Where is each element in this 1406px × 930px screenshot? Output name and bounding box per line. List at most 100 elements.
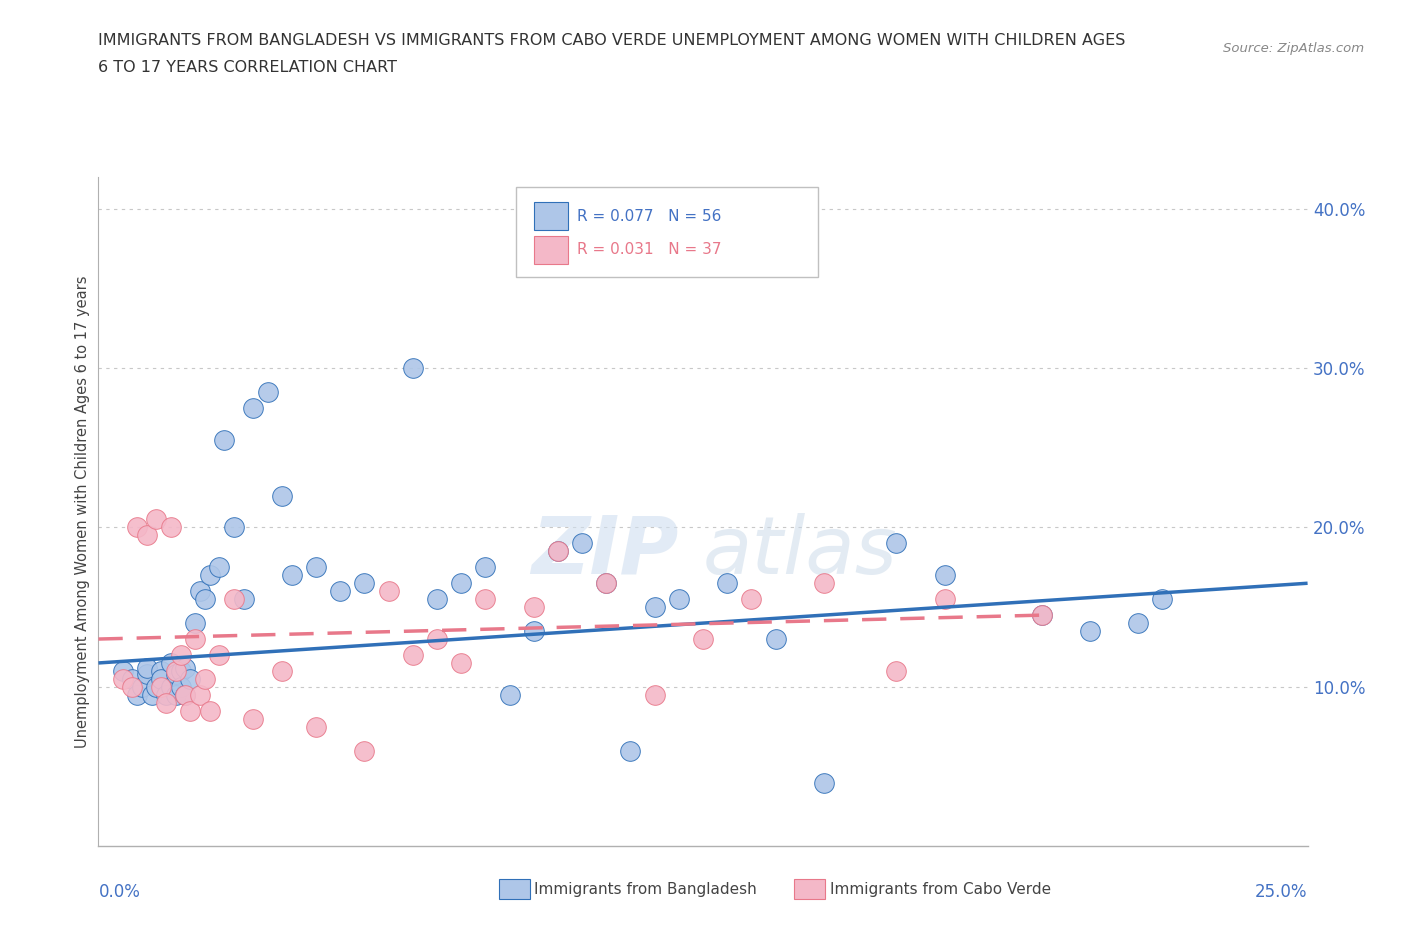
Point [145, 680, 167, 695]
Point [194, 671, 217, 686]
Point [934, 568, 956, 583]
Point [179, 703, 201, 718]
Point [141, 687, 163, 702]
Point [353, 743, 375, 758]
Point [198, 568, 221, 583]
Point [174, 687, 197, 702]
Point [155, 687, 177, 702]
Point [523, 600, 546, 615]
Text: atlas: atlas [703, 512, 898, 591]
Text: Immigrants from Cabo Verde: Immigrants from Cabo Verde [830, 882, 1050, 897]
Point [595, 576, 617, 591]
Point [305, 560, 328, 575]
Point [271, 488, 294, 503]
Point [547, 544, 569, 559]
Y-axis label: Unemployment Among Women with Children Ages 6 to 17 years: Unemployment Among Women with Children A… [75, 275, 90, 748]
Point [165, 667, 187, 682]
Point [222, 520, 245, 535]
Point [377, 584, 399, 599]
Point [135, 528, 157, 543]
Point [450, 656, 472, 671]
Point [179, 671, 201, 686]
Point [1152, 591, 1174, 606]
Point [135, 667, 157, 682]
Point [155, 696, 177, 711]
Text: IMMIGRANTS FROM BANGLADESH VS IMMIGRANTS FROM CABO VERDE UNEMPLOYMENT AMONG WOME: IMMIGRANTS FROM BANGLADESH VS IMMIGRANTS… [98, 33, 1126, 47]
Point [668, 591, 690, 606]
Point [160, 656, 183, 671]
Point [131, 680, 153, 695]
Point [222, 591, 245, 606]
Point [426, 631, 449, 646]
Point [692, 631, 714, 646]
Point [740, 591, 762, 606]
Point [160, 680, 183, 695]
Point [813, 775, 835, 790]
Point [271, 663, 294, 678]
Point [184, 631, 207, 646]
Point [165, 663, 187, 678]
Bar [534, 235, 568, 264]
Point [121, 671, 143, 686]
Point [281, 568, 304, 583]
Point [135, 660, 157, 675]
Text: 25.0%: 25.0% [1256, 884, 1308, 901]
Point [813, 576, 835, 591]
Point [886, 663, 908, 678]
Point [1031, 607, 1053, 622]
Point [127, 520, 149, 535]
Point [208, 560, 231, 575]
Point [1031, 607, 1053, 622]
Point [174, 687, 197, 702]
Point [644, 687, 666, 702]
Point [160, 520, 183, 535]
Point [169, 663, 191, 678]
Point [523, 624, 546, 639]
Point [127, 687, 149, 702]
Point [184, 616, 207, 631]
Point [886, 536, 908, 551]
Text: 0.0%: 0.0% [98, 884, 141, 901]
Point [198, 703, 221, 718]
Point [1078, 624, 1101, 639]
Text: R = 0.077   N = 56: R = 0.077 N = 56 [578, 208, 721, 224]
Point [169, 680, 191, 695]
Point [169, 647, 191, 662]
Point [547, 544, 569, 559]
Point [188, 584, 211, 599]
Text: Source: ZipAtlas.com: Source: ZipAtlas.com [1223, 42, 1364, 55]
Point [402, 361, 425, 376]
Point [256, 384, 278, 399]
Point [426, 591, 449, 606]
Point [765, 631, 787, 646]
Point [402, 647, 425, 662]
Point [145, 512, 167, 527]
Point [174, 660, 197, 675]
Point [150, 663, 173, 678]
Point [353, 576, 375, 591]
Point [934, 591, 956, 606]
Point [121, 680, 143, 695]
Point [232, 591, 254, 606]
Point [644, 600, 666, 615]
FancyBboxPatch shape [516, 187, 818, 277]
Point [150, 680, 173, 695]
Point [111, 663, 134, 678]
Text: ZIP: ZIP [531, 512, 679, 591]
Point [188, 687, 211, 702]
Point [474, 560, 496, 575]
Text: R = 0.031   N = 37: R = 0.031 N = 37 [578, 242, 721, 258]
Point [111, 671, 134, 686]
Point [242, 711, 264, 726]
Point [450, 576, 472, 591]
Point [165, 687, 187, 702]
Bar [534, 202, 568, 231]
Point [329, 584, 352, 599]
Point [595, 576, 617, 591]
Point [619, 743, 641, 758]
Text: Immigrants from Bangladesh: Immigrants from Bangladesh [534, 882, 756, 897]
Point [498, 687, 520, 702]
Point [208, 647, 231, 662]
Point [194, 591, 217, 606]
Text: 6 TO 17 YEARS CORRELATION CHART: 6 TO 17 YEARS CORRELATION CHART [98, 60, 398, 75]
